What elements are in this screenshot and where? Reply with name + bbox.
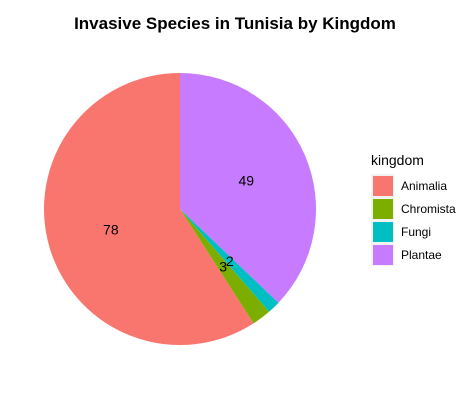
legend-key <box>371 243 394 266</box>
pie-slices <box>44 73 316 345</box>
data-label-animalia: 78 <box>103 221 119 237</box>
legend-key <box>371 174 394 197</box>
pie-slice-plantae <box>180 73 316 303</box>
pie-slice-chromista <box>180 209 270 324</box>
legend-entry-fungi: Fungi <box>371 220 456 243</box>
pie-slice-fungi <box>180 209 279 312</box>
legend-key <box>371 197 394 220</box>
legend-swatch <box>372 221 393 242</box>
legend-entry-chromista: Chromista <box>371 197 456 220</box>
chart-title: Invasive Species in Tunisia by Kingdom <box>74 14 396 33</box>
data-label-plantae: 49 <box>238 173 254 189</box>
legend-entry-plantae: Plantae <box>371 243 456 266</box>
legend-entries: Animalia Chromista Fungi Plantae <box>371 174 456 266</box>
legend-swatch <box>372 175 393 196</box>
legend-swatch <box>372 244 393 265</box>
legend-label: Chromista <box>401 201 456 216</box>
legend-title: kingdom <box>371 152 424 168</box>
legend-label: Plantae <box>401 247 442 262</box>
legend: kingdom Animalia Chromista Fungi Plantae <box>371 152 456 266</box>
pie-labels: 49 23 78 <box>103 173 254 275</box>
data-label-chromista: 3 <box>219 259 227 275</box>
legend-swatch <box>372 198 393 219</box>
data-label-fungi: 2 <box>226 253 234 269</box>
legend-key <box>371 220 394 243</box>
legend-label: Fungi <box>401 224 432 239</box>
legend-entry-animalia: Animalia <box>371 174 456 197</box>
legend-label: Animalia <box>401 178 448 193</box>
pie-slice-animalia <box>44 73 254 345</box>
